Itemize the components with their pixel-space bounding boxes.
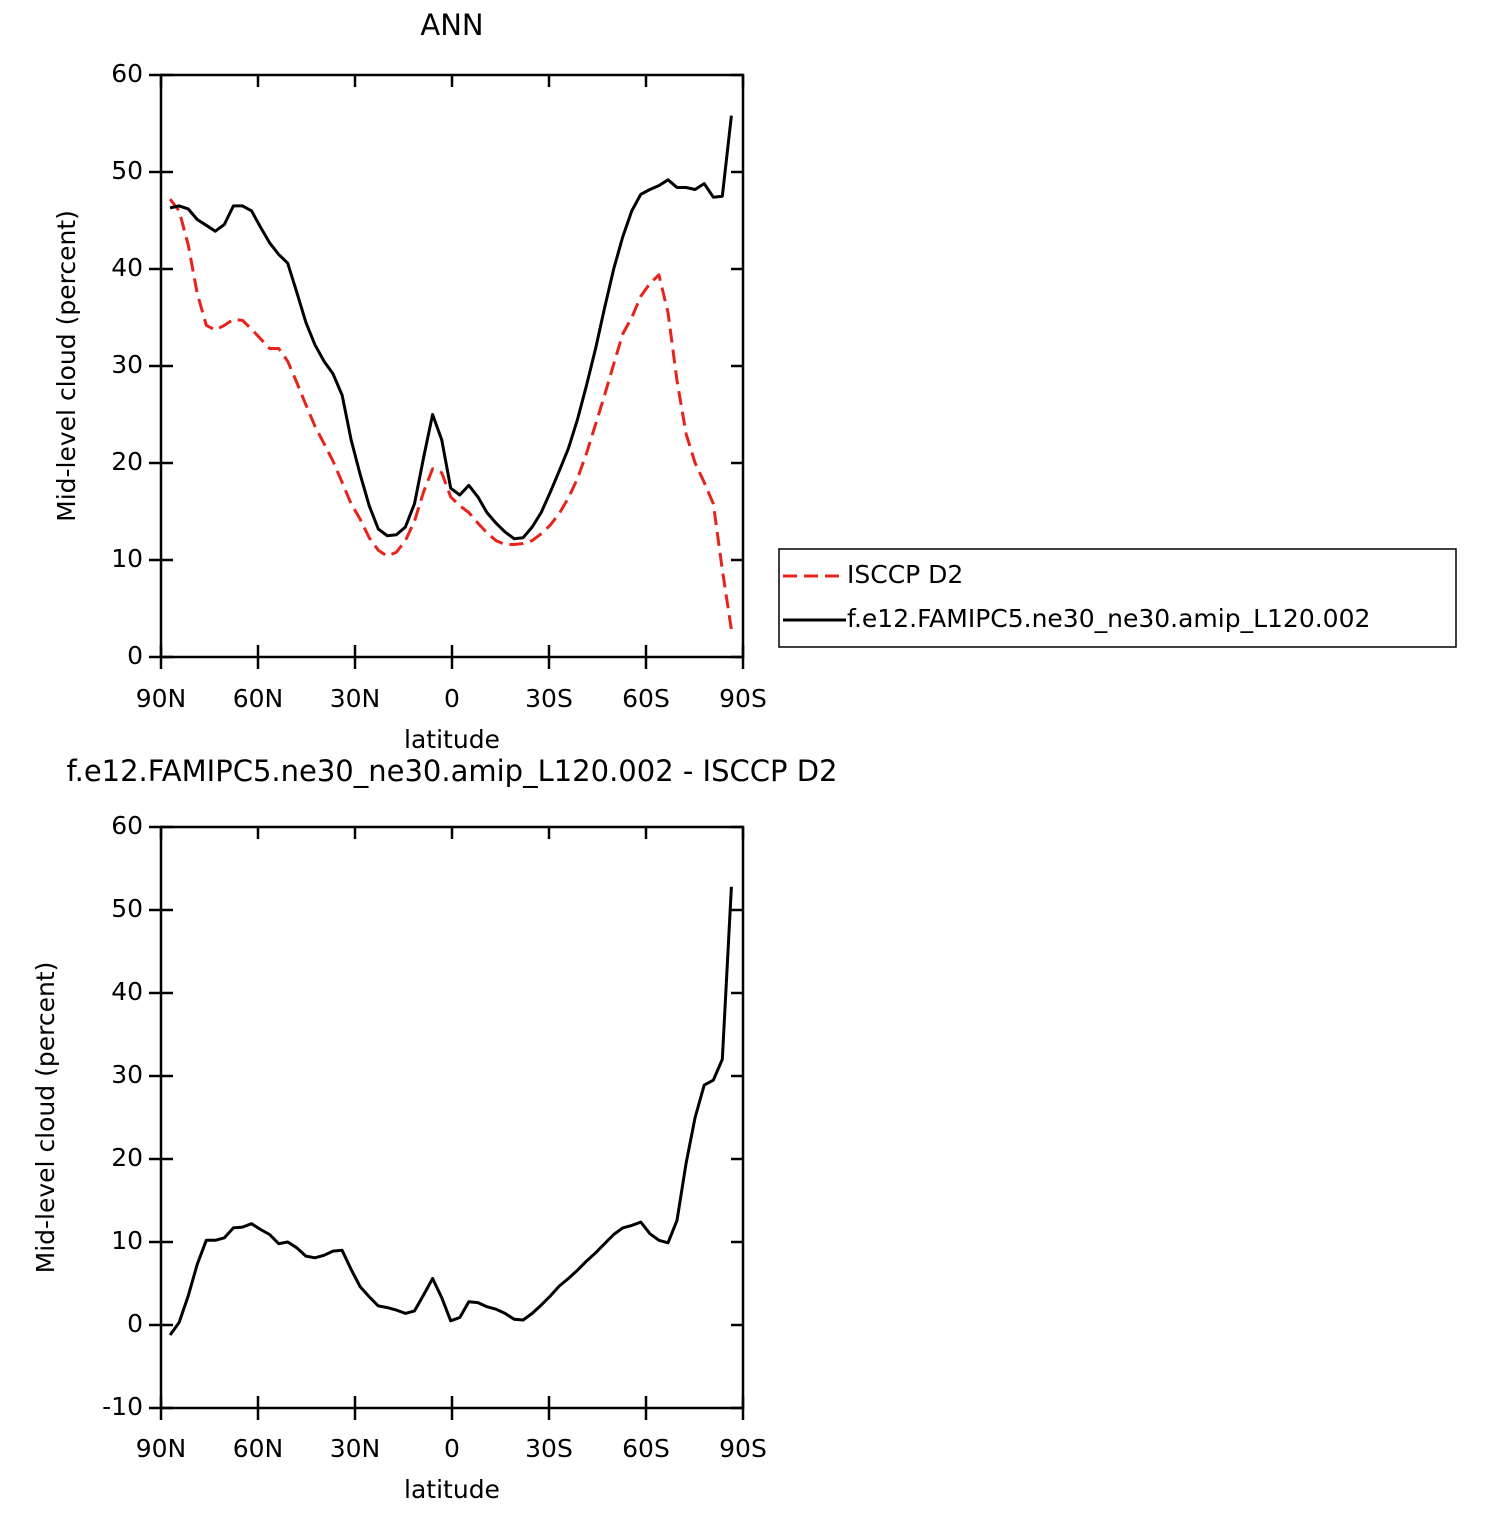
- y-tick-label: 40: [111, 977, 143, 1006]
- y-tick-label: -10: [102, 1392, 143, 1421]
- x-tick-label: 30N: [330, 684, 381, 713]
- y-tick-label: 10: [111, 1226, 143, 1255]
- y-tick-label: 0: [127, 641, 143, 670]
- y-tick-label: 50: [111, 894, 143, 923]
- y-axis-label: Mid-level cloud (percent): [31, 962, 60, 1274]
- plot-frame: [159, 825, 745, 1410]
- y-tick-label: 50: [111, 156, 143, 185]
- legend: ISCCP D2 f.e12.FAMIPC5.ne30_ne30.amip_L12…: [778, 548, 1457, 648]
- x-tick-label: 90S: [719, 1434, 767, 1463]
- y-tick-label: 60: [111, 59, 143, 88]
- legend-label: ISCCP D2: [847, 560, 963, 589]
- x-tick-label: 90N: [136, 684, 187, 713]
- x-tick-label: 30N: [330, 1434, 381, 1463]
- y-tick-label: 60: [111, 811, 143, 840]
- plot-frame: [159, 73, 745, 659]
- x-axis-label: latitude: [404, 1475, 500, 1504]
- y-tick-label: 30: [111, 350, 143, 379]
- legend-box: [778, 548, 1457, 648]
- chart-title: ANN: [420, 8, 483, 42]
- y-axis-label: Mid-level cloud (percent): [52, 210, 81, 522]
- x-tick-label: 60S: [622, 684, 670, 713]
- x-tick-label: 0: [444, 684, 460, 713]
- y-tick-label: 30: [111, 1060, 143, 1089]
- chart-title: f.e12.FAMIPC5.ne30_ne30.amip_L120.002 - …: [67, 754, 838, 788]
- data-line: [168, 198, 733, 631]
- legend-label: f.e12.FAMIPC5.ne30_ne30.amip_L120.002: [847, 604, 1370, 633]
- x-tick-label: 90S: [719, 684, 767, 713]
- y-tick-label: 40: [111, 253, 143, 282]
- x-axis-label: latitude: [404, 725, 500, 754]
- y-tick-label: 10: [111, 544, 143, 573]
- x-tick-label: 0: [444, 1434, 460, 1463]
- x-tick-label: 60N: [233, 684, 284, 713]
- y-tick-label: 0: [127, 1309, 143, 1338]
- x-tick-label: 60S: [622, 1434, 670, 1463]
- x-tick-label: 60N: [233, 1434, 284, 1463]
- data-line: [168, 886, 733, 1336]
- x-tick-label: 30S: [525, 1434, 573, 1463]
- y-tick-label: 20: [111, 1143, 143, 1172]
- x-tick-label: 30S: [525, 684, 573, 713]
- y-tick-label: 20: [111, 447, 143, 476]
- data-line: [169, 115, 733, 541]
- x-tick-label: 90N: [136, 1434, 187, 1463]
